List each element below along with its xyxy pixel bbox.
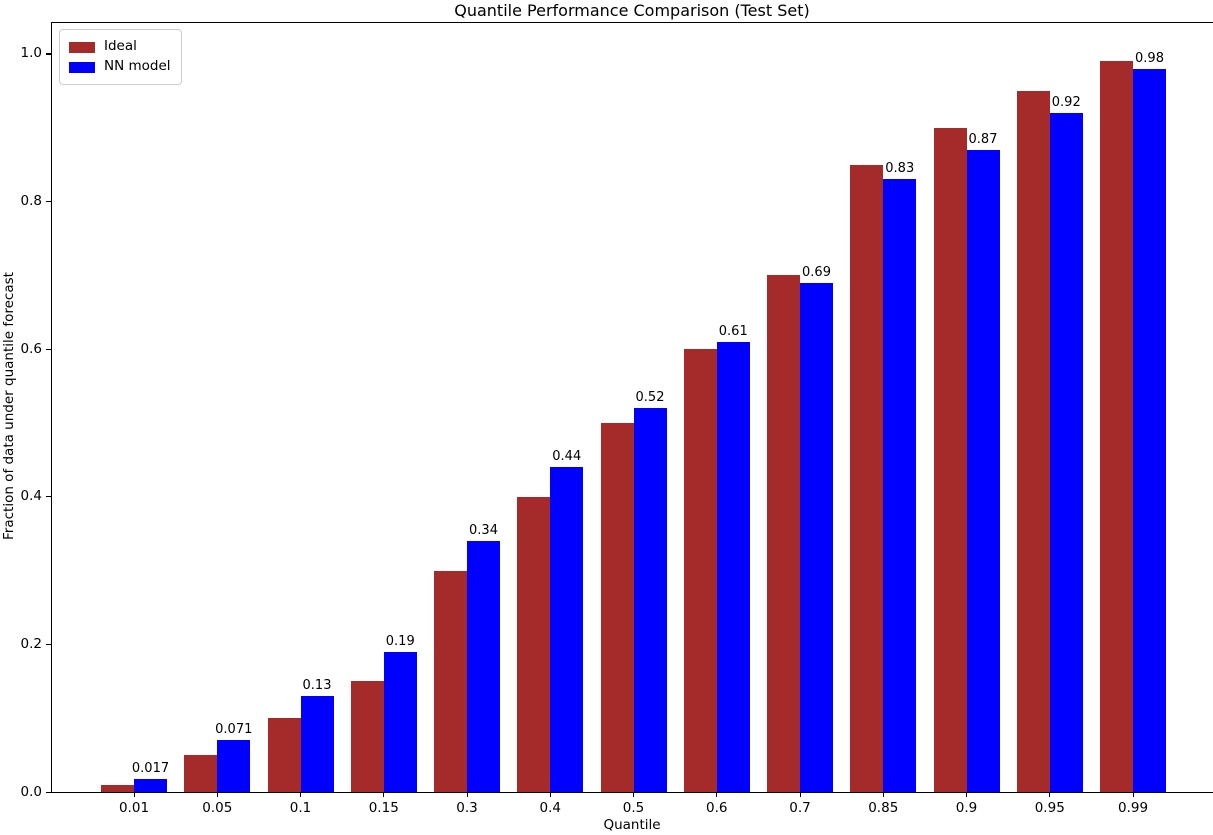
y-tick-label: 0.0: [20, 783, 42, 800]
x-tick-label: 0.85: [868, 800, 899, 816]
bar-nn-model: [883, 179, 917, 792]
y-tick-label: 1.0: [20, 45, 42, 62]
x-tick-label: 0.05: [202, 800, 233, 816]
x-tick-label: 0.95: [1034, 800, 1065, 816]
bar-nn-model: [716, 341, 750, 792]
x-tick-label: 0.5: [622, 800, 645, 816]
x-tick-mark: [549, 793, 551, 797]
bar-value-label: 0.87: [968, 131, 998, 147]
legend-label-nn-model: NN model: [104, 58, 171, 75]
y-tick-label: 0.4: [20, 488, 42, 505]
bar-value-label: 0.61: [718, 323, 748, 339]
x-tick-label: 0.15: [368, 800, 399, 816]
x-tick-mark: [633, 793, 635, 797]
x-tick-label: 0.01: [118, 800, 150, 816]
bar-ideal: [434, 570, 467, 792]
x-tick-mark: [966, 793, 968, 797]
y-tick-label: 0.6: [20, 340, 42, 357]
y-axis-label: Fraction of data under quantile forecast: [1, 272, 17, 541]
y-tick-mark: [46, 348, 51, 350]
y-tick-mark: [46, 643, 51, 646]
bar-ideal: [767, 275, 800, 792]
bar-value-label: 0.19: [385, 633, 415, 649]
legend: Ideal NN model: [59, 29, 182, 85]
x-tick-mark: [1049, 793, 1051, 797]
x-tick-mark: [466, 793, 468, 797]
bar-nn-model: [966, 149, 1000, 792]
bar-ideal: [933, 127, 967, 792]
x-tick-mark: [1132, 793, 1134, 797]
legend-swatch-ideal: [69, 41, 95, 53]
bar-value-label: 0.92: [1051, 95, 1081, 111]
bar-ideal: [683, 349, 717, 792]
x-tick-mark: [799, 793, 801, 797]
bar-value-label: 0.071: [215, 721, 253, 737]
x-tick-mark: [882, 793, 884, 797]
x-tick-label: 0.1: [289, 800, 312, 816]
bar-ideal: [101, 784, 134, 792]
legend-entry-ideal: Ideal: [69, 37, 171, 57]
bar-nn-model: [550, 467, 584, 792]
bar-nn-model: [800, 282, 833, 792]
y-tick-mark: [46, 791, 51, 793]
legend-swatch-nn-model: [69, 61, 95, 73]
bar-value-label: 0.017: [131, 761, 170, 777]
bar-ideal: [517, 496, 551, 792]
bar-ideal: [267, 718, 301, 792]
chart-title: Quantile Performance Comparison (Test Se…: [454, 1, 810, 20]
x-tick-mark: [133, 793, 135, 797]
bar-value-label: 0.44: [552, 449, 582, 465]
bar-ideal: [600, 422, 634, 792]
legend-label-ideal: Ideal: [104, 38, 137, 55]
bar-value-label: 0.69: [802, 264, 831, 280]
legend-entry-nn-model: NN model: [69, 57, 171, 77]
bar-nn-model: [467, 541, 500, 792]
bar-ideal: [1100, 61, 1133, 792]
y-tick-mark: [46, 201, 51, 203]
x-tick-label: 0.6: [706, 800, 728, 816]
y-tick-mark: [46, 496, 51, 498]
bar-ideal: [850, 164, 884, 792]
x-tick-label: 0.3: [456, 800, 478, 816]
bar-ideal: [1016, 90, 1050, 792]
bar-value-label: 0.13: [302, 678, 332, 694]
bar-nn-model: [134, 779, 167, 792]
x-tick-label: 0.9: [955, 800, 978, 816]
bar-value-label: 0.83: [885, 161, 915, 177]
x-tick-label: 0.7: [789, 800, 811, 816]
bar-ideal: [184, 755, 218, 792]
plot-area: Ideal NN model 0.0 0.2 0.4 0.6 0.8 1.0 0.01 0.0…: [21, 22, 1213, 815]
bar-ideal: [350, 681, 384, 792]
x-tick-mark: [383, 793, 385, 797]
y-tick-label: 0.2: [20, 635, 42, 652]
bar-nn-model: [217, 739, 251, 792]
x-tick-mark: [216, 793, 218, 797]
y-tick-label: 0.8: [20, 193, 42, 210]
x-tick-label: 0.4: [539, 800, 561, 816]
x-tick-label: 0.99: [1117, 800, 1149, 816]
y-tick-mark: [46, 53, 51, 55]
bar-nn-model: [1049, 113, 1083, 792]
bar-nn-model: [1133, 68, 1166, 792]
bar-nn-model: [383, 651, 417, 792]
bar-nn-model: [300, 696, 334, 792]
bar-value-label: 0.52: [635, 390, 665, 406]
x-axis-label: Quantile: [603, 817, 661, 833]
x-tick-mark: [716, 793, 718, 797]
bar-nn-model: [633, 408, 667, 792]
bar-value-label: 0.34: [469, 523, 498, 539]
x-tick-mark: [300, 793, 302, 797]
bar-value-label: 0.98: [1135, 50, 1164, 66]
